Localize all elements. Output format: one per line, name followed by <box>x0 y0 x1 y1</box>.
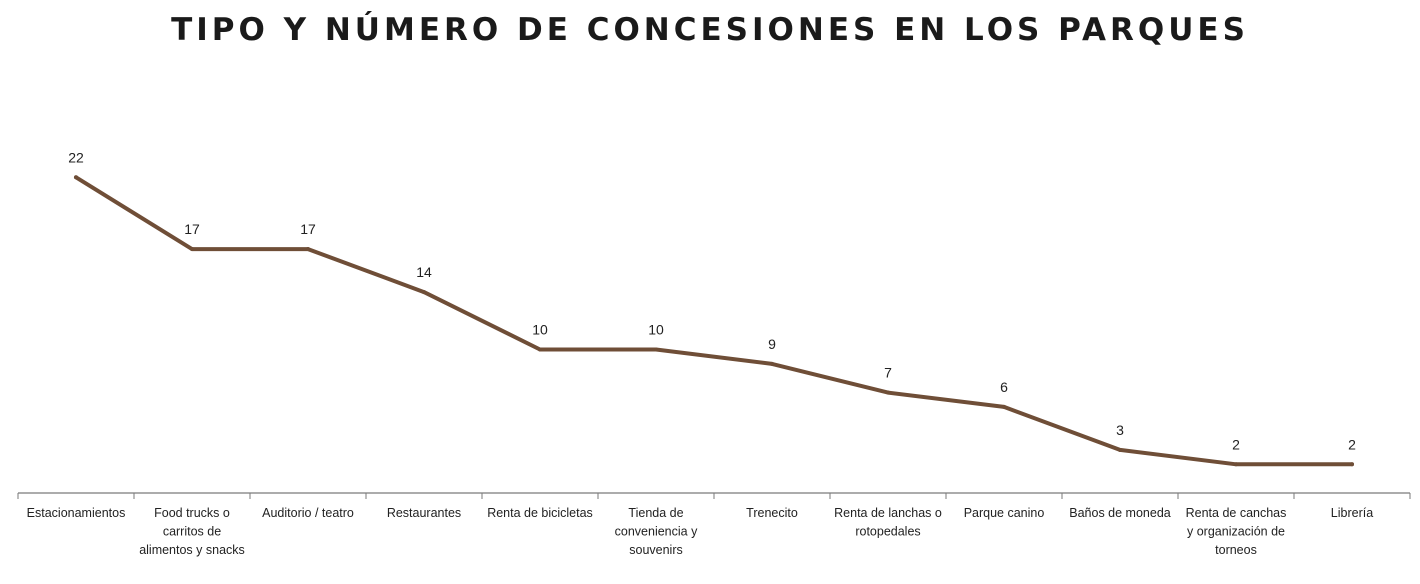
data-label: 2 <box>1348 436 1356 452</box>
data-label: 7 <box>884 365 892 381</box>
x-tick-label-line: alimentos y snacks <box>139 543 245 557</box>
x-tick-label-line: Food trucks o <box>154 506 230 520</box>
x-tick-label-line: Renta de bicicletas <box>487 506 593 520</box>
x-tick-label-line: Renta de canchas <box>1186 506 1287 520</box>
x-tick-label: Food trucks o carritos de alimentos y snac… <box>139 506 245 557</box>
data-point <box>306 247 310 252</box>
x-tick-label-line: Tienda de <box>628 506 683 520</box>
x-tick-label: Trenecito <box>746 506 798 520</box>
x-tick-label: Renta de canchas y organización de torneos <box>1186 506 1287 557</box>
x-tick-label: Tienda de conveniencia y souvenirs <box>615 506 698 557</box>
x-tick-label: Restaurantes <box>387 506 461 520</box>
x-tick-label-line: Auditorio / teatro <box>262 506 354 520</box>
x-tick-label: Renta de bicicletas <box>487 506 593 520</box>
data-label: 10 <box>532 322 548 338</box>
data-label: 3 <box>1116 422 1124 438</box>
x-tick-label: Baños de moneda <box>1069 506 1171 520</box>
data-point <box>538 347 542 352</box>
data-point <box>422 290 426 295</box>
data-point <box>886 390 890 395</box>
x-tick-label-line: torneos <box>1215 543 1257 557</box>
data-label: 22 <box>68 149 84 165</box>
data-label: 2 <box>1232 436 1240 452</box>
x-tick-label-line: rotopedales <box>855 525 920 539</box>
x-tick-label-line: Trenecito <box>746 506 798 520</box>
x-tick-label: Estacionamientos <box>27 506 126 520</box>
data-label: 17 <box>184 221 200 237</box>
data-label: 10 <box>648 322 664 338</box>
data-label: 9 <box>768 336 776 352</box>
data-point <box>654 347 658 352</box>
x-tick-label-line: conveniencia y <box>615 525 698 539</box>
data-point <box>1002 404 1006 409</box>
x-tick-label-line: Parque canino <box>964 506 1045 520</box>
data-label: 17 <box>300 221 316 237</box>
x-tick-label-line: y organización de <box>1187 525 1285 539</box>
x-tick-label: Renta de lanchas o rotopedales <box>834 506 942 539</box>
x-tick-label-line: souvenirs <box>629 543 683 557</box>
x-tick-label-line: carritos de <box>163 525 221 539</box>
x-tick-label-line: Baños de moneda <box>1069 506 1171 520</box>
data-label: 6 <box>1000 379 1008 395</box>
data-label: 14 <box>416 264 432 280</box>
x-tick-label: Auditorio / teatro <box>262 506 354 520</box>
series-line <box>74 175 1354 467</box>
data-point <box>770 361 774 366</box>
x-tick-label: Parque canino <box>964 506 1045 520</box>
data-point <box>74 175 78 180</box>
x-tick-label-line: Restaurantes <box>387 506 461 520</box>
data-point <box>1118 447 1122 452</box>
data-point <box>1234 462 1238 467</box>
data-point <box>190 247 194 252</box>
x-tick-label-line: Librería <box>1331 506 1373 520</box>
x-tick-label: Librería <box>1331 506 1373 520</box>
x-tick-label-line: Renta de lanchas o <box>834 506 942 520</box>
data-point <box>1350 462 1354 467</box>
chart-title: TIPO Y NÚMERO DE CONCESIONES EN LOS PARQ… <box>171 12 1249 48</box>
x-tick-label-line: Estacionamientos <box>27 506 126 520</box>
